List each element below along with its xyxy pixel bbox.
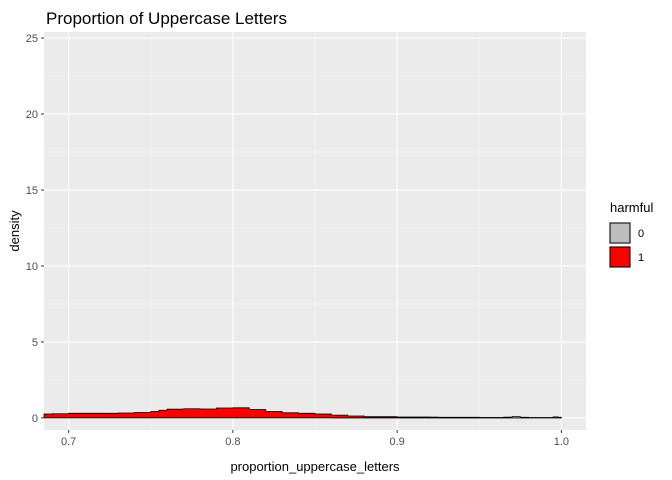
x-tick-label: 0.9 bbox=[389, 436, 404, 448]
density-series bbox=[43, 407, 562, 419]
x-tick-label: 0.7 bbox=[61, 436, 76, 448]
x-tick-label: 0.8 bbox=[225, 436, 240, 448]
y-axis-ticks: 0 5 10 15 20 25 bbox=[26, 33, 44, 425]
minor-gridlines bbox=[44, 32, 586, 430]
chart-title: Proportion of Uppercase Letters bbox=[46, 9, 287, 28]
y-tick-label: 5 bbox=[32, 337, 38, 349]
x-axis-ticks: 0.7 0.8 0.9 1.0 bbox=[61, 430, 569, 448]
legend-entries: 01 bbox=[609, 222, 644, 268]
legend-label: 1 bbox=[638, 252, 644, 264]
x-axis-title: proportion_uppercase_letters bbox=[230, 459, 400, 474]
y-tick-label: 25 bbox=[26, 33, 38, 45]
y-axis-title: density bbox=[7, 210, 22, 252]
legend-swatch bbox=[609, 246, 631, 268]
legend: harmful 01 bbox=[609, 200, 653, 268]
y-tick-label: 15 bbox=[26, 185, 38, 197]
y-tick-label: 10 bbox=[26, 261, 38, 273]
legend-label: 0 bbox=[638, 228, 644, 240]
density-area-harmful-0 bbox=[331, 416, 562, 419]
x-tick-label: 1.0 bbox=[554, 436, 569, 448]
y-tick-label: 20 bbox=[26, 109, 38, 121]
major-gridlines bbox=[44, 32, 586, 430]
y-tick-label: 0 bbox=[32, 413, 38, 425]
legend-swatch bbox=[609, 222, 631, 244]
legend-title: harmful bbox=[610, 200, 653, 215]
